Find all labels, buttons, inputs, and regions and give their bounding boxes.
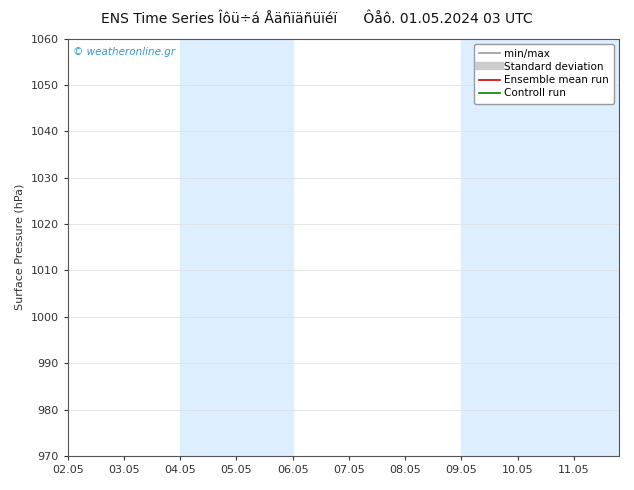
Bar xyxy=(462,39,619,456)
Bar xyxy=(180,39,293,456)
Y-axis label: Surface Pressure (hPa): Surface Pressure (hPa) xyxy=(15,184,25,311)
Text: © weatheronline.gr: © weatheronline.gr xyxy=(73,47,176,57)
Legend: min/max, Standard deviation, Ensemble mean run, Controll run: min/max, Standard deviation, Ensemble me… xyxy=(474,44,614,103)
Text: ENS Time Series Îôü÷á Åäñïäñüïéï      Ôåô. 01.05.2024 03 UTC: ENS Time Series Îôü÷á Åäñïäñüïéï Ôåô. 01… xyxy=(101,12,533,26)
